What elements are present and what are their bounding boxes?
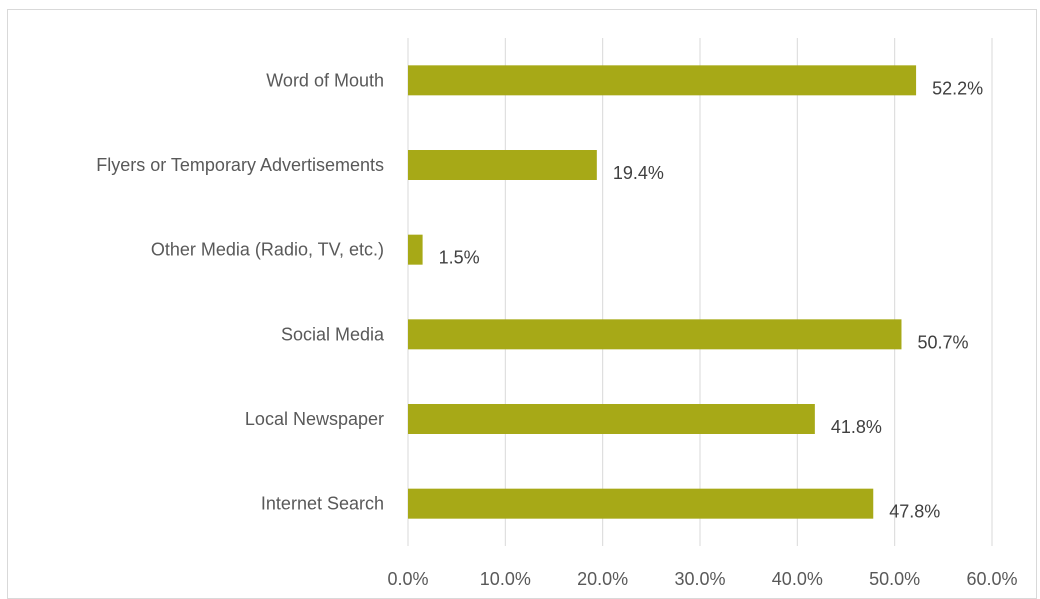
data-label: 1.5% xyxy=(439,248,480,268)
bar xyxy=(408,488,874,519)
x-tick-label: 30.0% xyxy=(674,569,725,589)
x-tick-label: 0.0% xyxy=(387,569,428,589)
bar xyxy=(408,404,815,434)
x-tick-label: 10.0% xyxy=(480,569,531,589)
data-label: 52.2% xyxy=(932,78,983,98)
data-label: 19.4% xyxy=(613,163,664,183)
category-label: Flyers or Temporary Advertisements xyxy=(96,155,384,175)
bar xyxy=(408,150,597,180)
data-label: 47.8% xyxy=(889,502,940,522)
x-tick-label: 60.0% xyxy=(966,569,1017,589)
category-label: Word of Mouth xyxy=(266,70,384,90)
bar xyxy=(408,234,423,265)
category-label: Internet Search xyxy=(261,494,384,514)
bar xyxy=(408,319,902,350)
category-label: Other Media (Radio, TV, etc.) xyxy=(151,240,384,260)
data-label: 41.8% xyxy=(831,417,882,437)
bar xyxy=(408,65,917,96)
x-tick-label: 40.0% xyxy=(772,569,823,589)
x-tick-label: 50.0% xyxy=(869,569,920,589)
category-label: Social Media xyxy=(281,324,385,344)
x-tick-label: 20.0% xyxy=(577,569,628,589)
category-label: Local Newspaper xyxy=(245,409,384,429)
data-label: 50.7% xyxy=(917,332,968,352)
